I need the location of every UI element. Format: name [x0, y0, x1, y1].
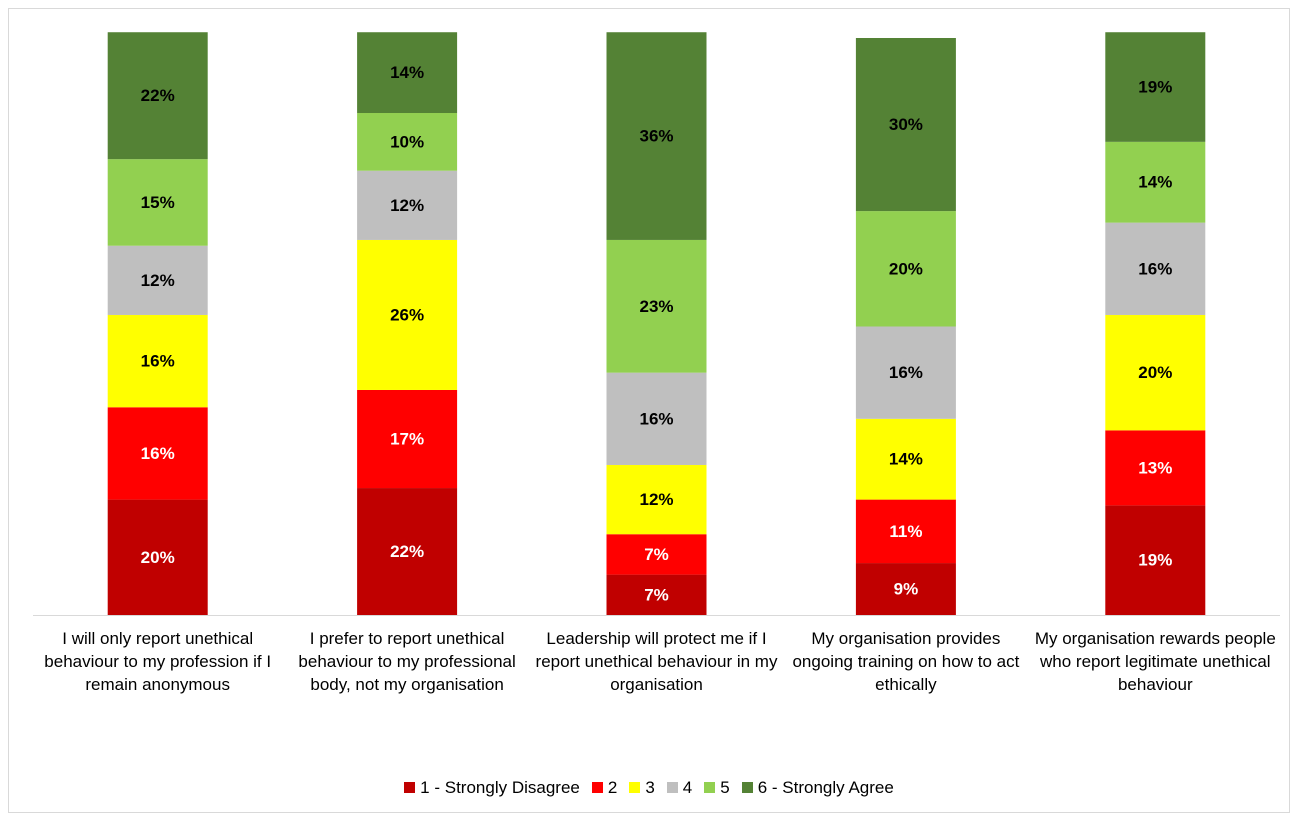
data-label: 11% — [889, 522, 922, 541]
legend-item: 5 — [704, 778, 730, 798]
bar-segment — [606, 32, 707, 240]
legend: 1 - Strongly Disagree 2 3 4 5 6 - Strongly Ag… — [0, 778, 1298, 798]
data-label: 12% — [639, 490, 673, 509]
data-label: 16% — [1138, 259, 1172, 278]
data-label: 14% — [1138, 173, 1172, 192]
legend-swatch — [741, 782, 753, 793]
bar-segment — [357, 32, 458, 114]
x-tick-label: Leadership will protect me if I report u… — [535, 629, 778, 694]
x-tick-label: I will only report unethical behaviour t… — [44, 629, 272, 694]
data-label: 22% — [390, 542, 424, 561]
data-label: 20% — [1138, 363, 1172, 382]
bar-segment — [357, 389, 458, 489]
bar-segment — [1105, 222, 1206, 315]
data-label: 14% — [390, 63, 424, 82]
bar-segment — [107, 407, 208, 500]
bar-segment — [606, 534, 707, 575]
data-label: 20% — [141, 548, 175, 567]
data-label: 16% — [889, 363, 923, 382]
legend-item: 4 — [666, 778, 693, 798]
bar-segment — [357, 488, 458, 615]
legend-label: 2 — [607, 778, 618, 797]
data-label: 26% — [390, 305, 424, 324]
bar-segment — [855, 418, 956, 500]
data-label: 10% — [390, 132, 424, 151]
data-label: 23% — [639, 297, 673, 316]
bar-segment — [606, 239, 707, 373]
data-label: 20% — [889, 259, 923, 278]
data-label: 19% — [1138, 78, 1172, 97]
bar-segment — [357, 170, 458, 240]
data-label: 19% — [1138, 551, 1172, 570]
legend-label: 5 — [720, 778, 730, 797]
bar-segment — [855, 326, 956, 419]
data-label: 14% — [889, 450, 923, 469]
legend-swatch — [591, 782, 603, 793]
bar-segment — [855, 563, 956, 615]
bar-segment — [1105, 430, 1206, 506]
x-tick-label: I prefer to report unethical behaviour t… — [298, 629, 516, 694]
bar-segment — [107, 314, 208, 408]
legend-item: 1 - Strongly Disagree — [404, 778, 580, 798]
bar-segment — [107, 32, 208, 160]
legend-label: 4 — [682, 778, 693, 797]
data-label: 30% — [889, 115, 923, 134]
data-label: 12% — [141, 271, 175, 290]
legend-item: 6 - Strongly Agree — [741, 778, 894, 798]
legend-label: 6 - Strongly Agree — [757, 778, 894, 797]
data-label: 36% — [639, 127, 673, 146]
data-label: 15% — [141, 193, 175, 212]
data-label: 16% — [141, 444, 175, 463]
bar-segment — [1105, 32, 1206, 142]
bar-segment — [606, 464, 707, 535]
legend-item: 2 — [591, 778, 618, 798]
data-label: 17% — [390, 429, 424, 448]
legend-item: 3 — [629, 778, 655, 798]
bar-segment — [855, 499, 956, 564]
bar-segment — [606, 574, 707, 615]
bar-segment — [855, 211, 956, 327]
bar-segment — [357, 113, 458, 171]
bar-segment — [606, 372, 707, 465]
chart-border — [8, 8, 1290, 813]
data-label: 22% — [141, 86, 175, 105]
bar-segment — [107, 245, 208, 315]
legend-swatch — [704, 782, 716, 793]
bar-segment — [107, 159, 208, 246]
data-label: 16% — [639, 409, 673, 428]
data-label: 9% — [894, 580, 919, 599]
data-label: 12% — [390, 196, 424, 215]
bar-segment — [855, 38, 956, 212]
legend-label: 3 — [645, 778, 655, 797]
bar-segment — [1105, 141, 1206, 223]
x-tick-label: My organisation provides ongoing trainin… — [792, 629, 1020, 694]
legend-label: 1 - Strongly Disagree — [420, 778, 580, 797]
legend-swatch — [404, 782, 416, 793]
bar-segment — [1105, 505, 1206, 615]
bar-segment — [107, 499, 208, 615]
data-label: 13% — [1138, 458, 1172, 477]
data-label: 7% — [644, 545, 669, 564]
bar-segment — [1105, 314, 1206, 431]
data-label: 7% — [644, 585, 669, 604]
x-tick-label: My organisation rewards people who repor… — [1034, 629, 1276, 694]
legend-swatch — [666, 782, 678, 793]
data-label: 16% — [141, 352, 175, 371]
legend-swatch — [629, 782, 641, 793]
bar-segment — [357, 239, 458, 390]
